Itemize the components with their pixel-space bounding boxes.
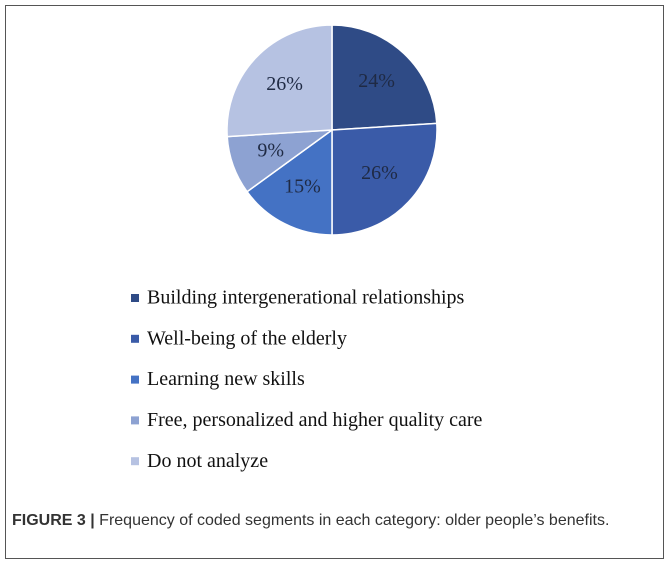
slice-label: 9% (257, 140, 284, 162)
slice-label: 24% (358, 70, 395, 92)
legend-label: Free, personalized and higher quality ca… (147, 409, 483, 431)
legend-label: Do not analyze (147, 450, 268, 472)
legend-swatch (131, 375, 139, 384)
slice-label: 26% (361, 162, 398, 184)
legend-swatch (131, 457, 139, 466)
legend-label: Learning new skills (147, 368, 305, 390)
legend-label: Building intergenerational relationships (147, 287, 465, 309)
pie-slice (331, 122, 438, 236)
caption: FIGURE 3 | Frequency of coded segments i… (12, 508, 652, 534)
slice-label: 26% (266, 73, 303, 95)
pie-slice (331, 24, 438, 131)
legend-swatch (131, 294, 139, 302)
caption-text: Frequency of coded segments in each cate… (99, 512, 610, 529)
pie-slice (226, 24, 333, 138)
legend-label: Well-being of the elderly (147, 327, 347, 349)
caption-label: FIGURE 3 | (12, 512, 95, 529)
legend-swatch (131, 334, 139, 343)
frame (5, 5, 664, 559)
legend-swatch (131, 416, 139, 425)
slice-label: 15% (284, 176, 321, 198)
pie-slice (246, 128, 333, 236)
